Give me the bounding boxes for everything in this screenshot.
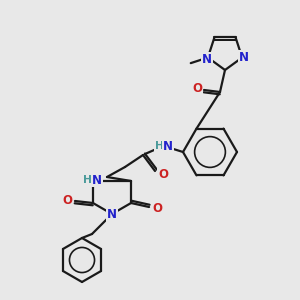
Text: N: N <box>92 173 102 187</box>
Text: H: H <box>154 141 164 151</box>
Text: N: N <box>163 140 173 154</box>
Text: H: H <box>82 175 91 185</box>
Text: N: N <box>239 51 249 64</box>
Text: N: N <box>107 208 117 221</box>
Text: O: O <box>192 82 202 95</box>
Text: O: O <box>152 202 162 215</box>
Text: O: O <box>158 167 168 181</box>
Text: O: O <box>62 194 72 206</box>
Text: N: N <box>202 53 212 66</box>
